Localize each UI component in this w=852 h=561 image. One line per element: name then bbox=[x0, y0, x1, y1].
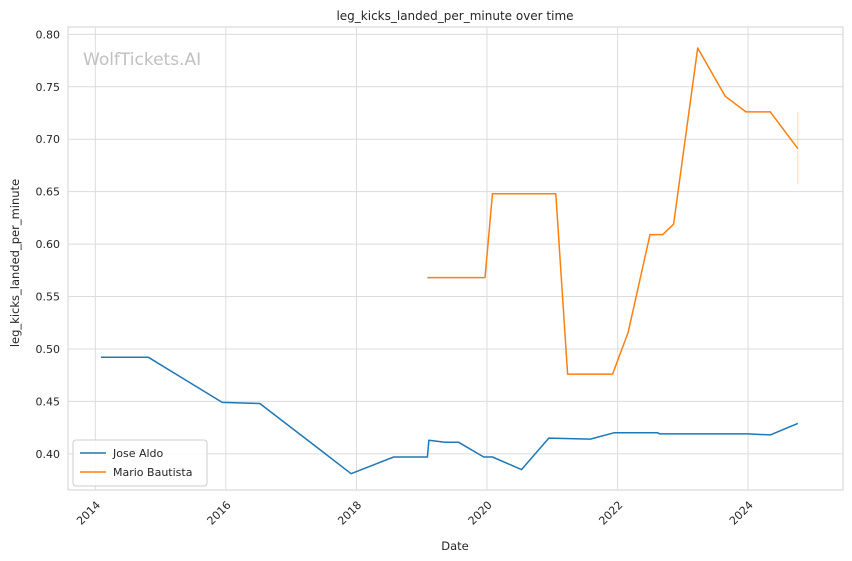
y-tick-label: 0.40 bbox=[36, 448, 61, 461]
chart-title: leg_kicks_landed_per_minute over time bbox=[336, 9, 573, 23]
grid bbox=[68, 27, 843, 490]
y-tick-label: 0.70 bbox=[36, 133, 61, 146]
series-line-mario-bautista bbox=[427, 47, 799, 375]
series-layer bbox=[100, 47, 799, 475]
series-line-jose-aldo bbox=[100, 356, 799, 475]
x-tick-label: 2020 bbox=[466, 499, 495, 528]
legend-box bbox=[72, 439, 208, 487]
y-tick-label: 0.75 bbox=[36, 81, 61, 94]
x-tick-label: 2024 bbox=[727, 499, 756, 528]
y-tick-label: 0.80 bbox=[36, 28, 61, 41]
legend-label-mario-bautista: Mario Bautista bbox=[113, 466, 192, 479]
y-tick-label: 0.60 bbox=[36, 238, 61, 251]
x-tick-label: 2022 bbox=[596, 499, 625, 528]
plot-area bbox=[67, 26, 844, 491]
y-axis-ticks: 0.40 0.45 0.50 0.55 0.60 0.65 0.70 0.75 0.80 bbox=[36, 28, 61, 460]
x-axis-label: Date bbox=[441, 539, 469, 553]
y-tick-label: 0.55 bbox=[36, 291, 61, 304]
legend-label-jose-aldo: Jose Aldo bbox=[112, 447, 164, 460]
x-tick-label: 2018 bbox=[335, 499, 364, 528]
legend: Jose Aldo Mario Bautista bbox=[72, 439, 208, 487]
x-axis-ticks: 2014 2016 2018 2020 2022 2024 bbox=[74, 499, 756, 528]
x-tick-label: 2016 bbox=[205, 499, 234, 528]
watermark: WolfTickets.AI bbox=[83, 50, 201, 70]
y-tick-label: 0.50 bbox=[36, 343, 61, 356]
x-tick-label: 2014 bbox=[74, 499, 103, 528]
y-tick-label: 0.45 bbox=[36, 395, 61, 408]
y-axis-label: leg_kicks_landed_per_minute bbox=[8, 179, 22, 347]
y-tick-label: 0.65 bbox=[36, 186, 61, 199]
